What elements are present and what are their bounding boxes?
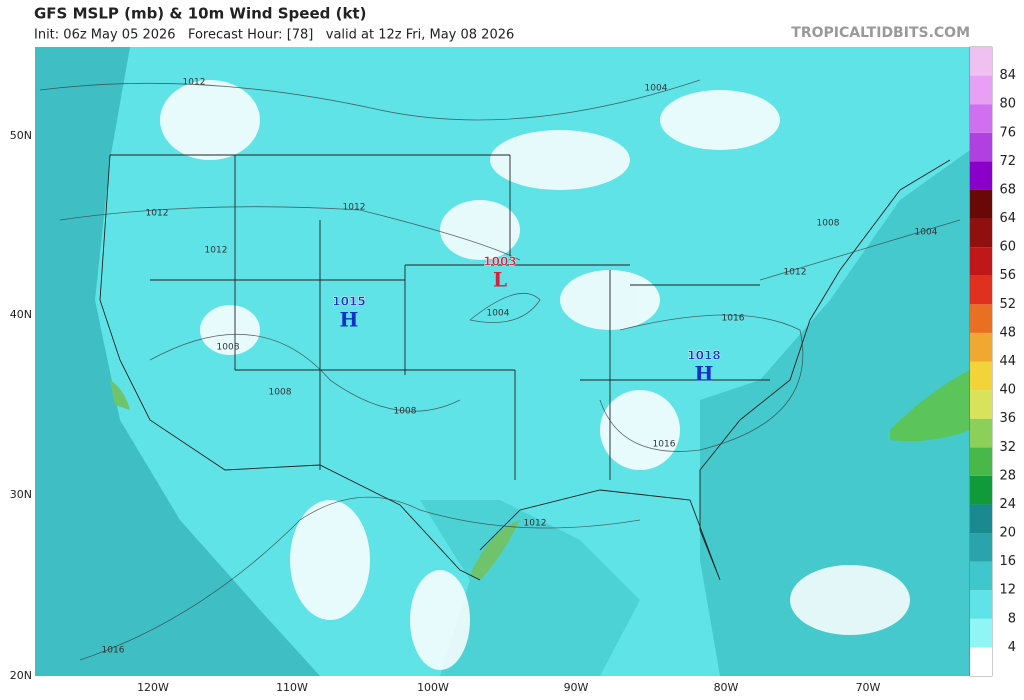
pressure-value: 1015 [332,295,365,309]
colorbar-segment [970,218,992,248]
colorbar-label: 52 [999,297,1016,312]
colorbar-label: 40 [999,383,1016,398]
colorbar-segment [970,361,992,391]
colorbar-segment [970,533,992,562]
isobar-label: 1016 [102,646,125,656]
colorbar-segment [970,104,992,133]
isobar-label: 1012 [343,203,366,213]
latitude-label: 30N [10,488,32,501]
colorbar-segment [970,132,992,162]
site-credit: TROPICALTIDBITS.COM [791,25,970,41]
colorbar-segment [970,304,992,333]
colorbar-label: 64 [999,211,1016,226]
wind-maximum [470,520,520,580]
colorbar-segment [970,561,992,591]
isobar-label: 1008 [817,219,840,229]
colorbar-label: 84 [999,68,1016,83]
isobar-label: 1004 [487,309,510,319]
isobar-label: 1004 [645,84,668,94]
colorbar-label: 44 [999,354,1016,369]
colorbar-label: 76 [999,125,1016,140]
colorbar-segment [970,47,992,76]
longitude-label: 80W [714,681,739,694]
colorbar-segment [970,75,992,105]
longitude-label: 120W [137,681,169,694]
isobar-label: 1004 [915,228,938,238]
pressure-value: 1018 [687,349,720,363]
isobar-label: 1012 [524,519,547,529]
map-labels: 1012 1004 1012 1012 1012 1008 1008 1008 1004 1016… [102,78,938,656]
boundaries [99,154,951,581]
colorbar-segment [970,247,992,276]
longitude-label: 110W [276,681,308,694]
map [35,47,970,676]
colorbar-label: 28 [999,468,1016,483]
colorbar-segment [970,418,992,448]
colorbar-segment [970,618,992,648]
colorbar-label: 60 [999,240,1016,255]
colorbar-label: 36 [999,411,1016,426]
colorbar-label: 68 [999,182,1016,197]
colorbar-label: 32 [999,440,1016,455]
colorbar-segment [970,332,992,362]
colorbar-label: 72 [999,154,1016,169]
latitude-label: 50N [10,129,32,142]
pacific [35,47,320,676]
isobar-label: 1012 [205,246,228,256]
pressure-value: 1003 [483,255,516,269]
colorbar-segment [970,390,992,419]
longitude-label: 90W [564,681,589,694]
gulf [420,500,640,676]
colorbar-label: 8 [1008,611,1016,626]
isobar-label: 1016 [653,440,676,450]
colorbar-segment [970,590,992,619]
colorbar-segment [970,161,992,190]
pressure-center: L [493,268,507,292]
colorbar-label: 20 [999,526,1016,541]
isobar-label: 1008 [394,407,417,417]
isobars [39,79,961,661]
colorbar-label: 12 [999,583,1016,598]
isobar-label: 1012 [146,209,169,219]
subtitle: Init: 06z May 05 2026 Forecast Hour: [78… [34,28,514,43]
colorbar-label: 80 [999,97,1016,112]
isobar-label: 1008 [269,388,292,398]
latitude-label: 40N [10,308,32,321]
isobar-label: 1012 [183,78,206,88]
colorbar-label: 4 [1008,640,1016,655]
pressure-center: H [695,362,714,386]
light-wind-areas [160,80,910,670]
colorbar-segment [970,475,992,505]
isobar-label: 1012 [784,268,807,278]
isobar-label: 1008 [217,343,240,353]
isobar-label: 1016 [722,314,745,324]
pressure-center: H [340,308,359,332]
wind-maximum [110,380,130,410]
colorbar-segment [970,504,992,534]
colorbar-label: 48 [999,325,1016,340]
colorbar-segment [970,275,992,305]
colorbar-segment [970,447,992,476]
longitude-label: 100W [417,681,449,694]
longitude-label: 70W [856,681,881,694]
wind-maximum [890,370,970,442]
colorbar-label: 24 [999,497,1016,512]
colorbar-label: 16 [999,554,1016,569]
colorbar-label: 56 [999,268,1016,283]
colorbar-segment [970,647,992,676]
latitude-label: 20N [10,669,32,682]
atlantic [700,150,970,676]
title: GFS MSLP (mb) & 10m Wind Speed (kt) [34,5,366,23]
colorbar-segment [970,189,992,219]
